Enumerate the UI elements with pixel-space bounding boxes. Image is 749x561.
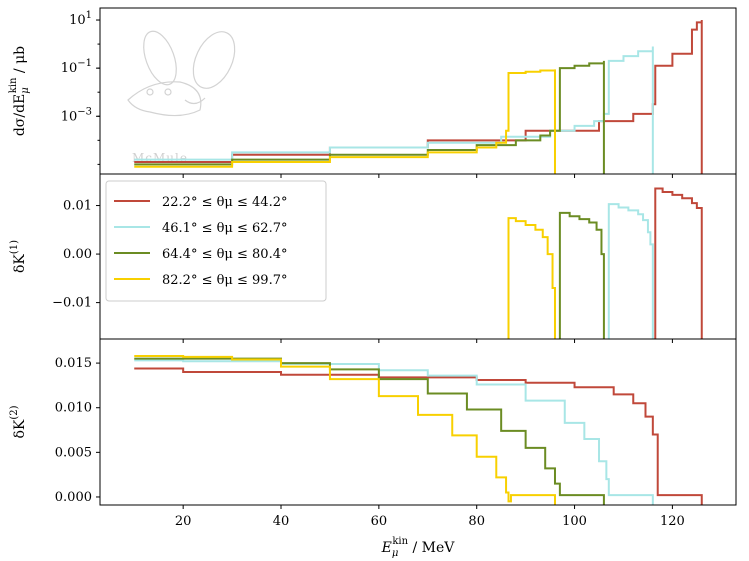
y-ticks: 101 10−1 10−3: [61, 10, 100, 165]
x-tick-label: 100: [562, 514, 587, 529]
x-tick-label: 40: [273, 514, 290, 529]
legend-label-3: 82.2° ≤ θμ ≤ 99.7°: [162, 273, 287, 288]
series-group: [507, 187, 703, 339]
x-tick-label: 120: [660, 514, 685, 529]
x-tick-label: 20: [175, 514, 192, 529]
legend-box: [105, 180, 327, 302]
legend-label-1: 46.1° ≤ θμ ≤ 62.7°: [162, 221, 287, 236]
series-line-cross-section-3: [134, 69, 556, 174]
series-line-delta-k1-0: [654, 187, 703, 339]
legend-label-2: 64.4° ≤ θμ ≤ 80.4°: [162, 247, 287, 262]
x-tick-label: 80: [468, 514, 485, 529]
y-ticks: 0.01 0.00 −0.01: [52, 199, 100, 311]
y-tick-label: 0.015: [55, 356, 92, 371]
series-line-delta-k1-1: [607, 203, 654, 339]
panel-frame: [99, 7, 737, 175]
y-tick-label: 0.01: [63, 199, 92, 214]
series-line-delta-k2-2: [134, 357, 605, 505]
series-group: [134, 20, 703, 174]
y-tick-label: 10−3: [61, 106, 92, 124]
y-tick-label: 10−1: [61, 58, 92, 76]
legend-label-0: 22.2° ≤ θμ ≤ 44.2°: [162, 195, 287, 210]
x-axis-label: Eμkin / MeV: [381, 536, 456, 559]
y-tick-label: −0.01: [52, 296, 92, 311]
y-axis-label: δK(2): [9, 405, 28, 438]
mcmule-logo: [127, 30, 236, 117]
y-tick-label: 0.005: [55, 445, 92, 460]
y-ticks: 0.015 0.010 0.005 0.000: [55, 356, 100, 505]
panel-delta-k1: 0.01 0.00 −0.01 δK(1): [9, 173, 737, 343]
series-line-cross-section-2: [134, 60, 605, 174]
y-tick-label: 0.010: [55, 401, 92, 416]
series-line-cross-section-1: [134, 46, 654, 174]
y-tick-label: 0.00: [63, 247, 92, 262]
series-line-delta-k1-3: [507, 217, 556, 339]
y-axis-label: δK(1): [9, 240, 28, 273]
series-line-delta-k2-0: [134, 367, 703, 505]
series-group: [134, 354, 703, 505]
panel-frame: [99, 338, 737, 506]
y-axis-label: dσ/dEμkin / μb: [8, 46, 31, 136]
x-tick-label: 60: [371, 514, 388, 529]
series-line-cross-section-0: [134, 20, 703, 174]
series-line-delta-k2-3: [134, 354, 556, 505]
panel-delta-k2: 0.015 0.010 0.005 0.000 δK(2): [9, 338, 737, 509]
y-tick-label: 101: [69, 10, 92, 28]
y-tick-label: 0.000: [55, 490, 92, 505]
series-line-delta-k1-2: [558, 211, 605, 339]
